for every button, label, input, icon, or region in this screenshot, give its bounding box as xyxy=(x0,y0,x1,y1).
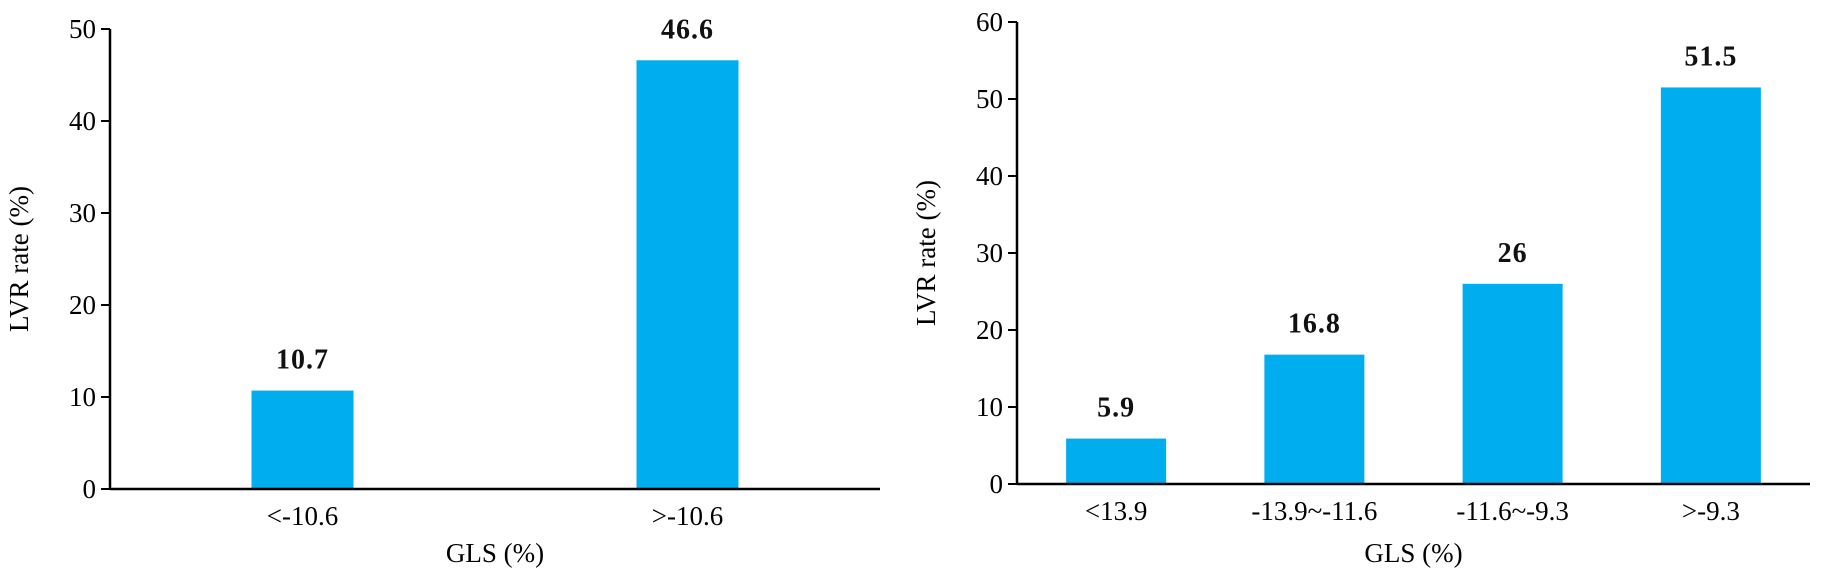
y-tick-label-6: 60 xyxy=(976,7,1003,37)
chart-left: 10.7 <-10.6 46.6 >-10.6 0 10 20 30 40 50 GLS (%) LV… xyxy=(4,14,880,568)
chart-right: 5.9 <13.9 16.8 -13.9~-11.6 26 -11.6~-9.3 51.5 >… xyxy=(911,7,1810,568)
y-tick-label-3: 30 xyxy=(69,198,96,228)
y-tick-label-5: 50 xyxy=(976,84,1003,114)
x-tick-label-1: >-10.6 xyxy=(652,501,723,531)
x-tick-label-0: <-10.6 xyxy=(267,501,338,531)
x-tick-label-3: >-9.3 xyxy=(1682,496,1740,526)
bar-3 xyxy=(1660,87,1761,484)
data-label-0: 10.7 xyxy=(276,345,329,376)
y-tick-label-4: 40 xyxy=(976,161,1003,191)
data-label-1: 16.8 xyxy=(1288,309,1341,340)
y-tick-label-0: 0 xyxy=(990,469,1004,499)
bar-1 xyxy=(636,60,739,489)
data-label-0: 5.9 xyxy=(1097,393,1135,424)
y-tick-label-4: 40 xyxy=(69,106,96,136)
data-label-1: 46.6 xyxy=(661,14,714,45)
y-tick-label-1: 10 xyxy=(976,392,1003,422)
y-axis-title: LVR rate (%) xyxy=(4,186,34,332)
x-axis-title: GLS (%) xyxy=(446,538,544,568)
y-tick-label-1: 10 xyxy=(69,382,96,412)
bar-1 xyxy=(1264,354,1365,484)
bar-2 xyxy=(1462,283,1563,484)
x-tick-label-0: <13.9 xyxy=(1085,496,1147,526)
data-label-2: 26 xyxy=(1498,238,1528,269)
y-tick-label-2: 20 xyxy=(976,315,1003,345)
y-tick-label-2: 20 xyxy=(69,290,96,320)
y-tick-label-3: 30 xyxy=(976,238,1003,268)
y-tick-label-0: 0 xyxy=(83,474,97,504)
y-tick-label-5: 50 xyxy=(69,14,96,44)
y-axis-title: LVR rate (%) xyxy=(911,180,941,326)
x-tick-label-2: -11.6~-9.3 xyxy=(1456,496,1569,526)
bar-0 xyxy=(1066,438,1167,484)
data-label-3: 51.5 xyxy=(1684,41,1737,72)
bar-0 xyxy=(251,390,354,489)
x-axis-title: GLS (%) xyxy=(1364,538,1462,568)
x-tick-label-1: -13.9~-11.6 xyxy=(1251,496,1377,526)
